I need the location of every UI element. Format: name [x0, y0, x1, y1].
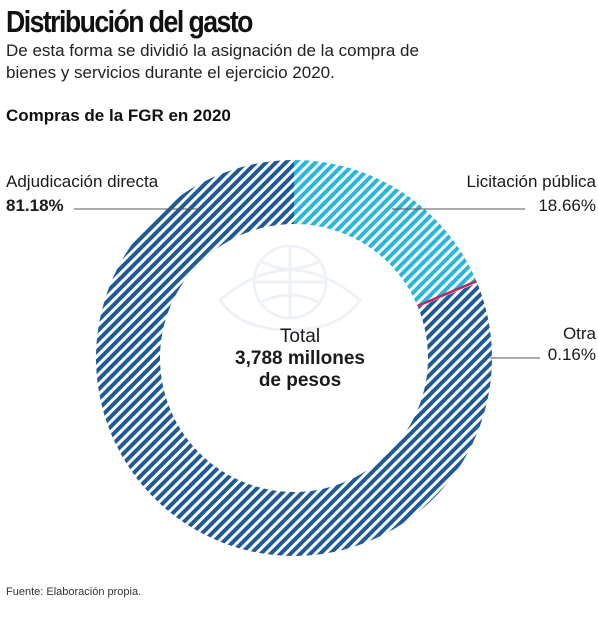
- source-note: Fuente: Elaboración propia.: [6, 586, 142, 598]
- label-adjudicacion-pct: 81.18%: [6, 196, 64, 215]
- center-total: Total 3,788 millones de pesos: [210, 326, 390, 392]
- emblem-watermark: [218, 244, 362, 332]
- center-total-value-line1: 3,788 millones: [235, 348, 365, 369]
- label-licitacion-name: Licitación pública: [466, 172, 596, 191]
- leader-lines: [74, 208, 540, 359]
- label-licitacion-pct: 18.66%: [538, 196, 596, 215]
- slice-otra: [417, 280, 477, 308]
- label-otra-pct: 0.16%: [547, 345, 596, 364]
- slice-adjudicacion: [96, 160, 493, 557]
- slice-licitacion: [294, 160, 477, 307]
- center-total-label: Total: [279, 326, 321, 347]
- chart-title: Compras de la FGR en 2020: [6, 106, 231, 125]
- center-total-value-line2: de pesos: [258, 370, 342, 391]
- donut-slices: [96, 160, 493, 557]
- page-title: Distribución del gasto: [6, 4, 253, 39]
- label-adjudicacion-name: Adjudicación directa: [6, 172, 159, 191]
- label-otra-name: Otra: [562, 324, 596, 343]
- page-subtitle: De esta forma se dividió la asignación d…: [6, 41, 419, 82]
